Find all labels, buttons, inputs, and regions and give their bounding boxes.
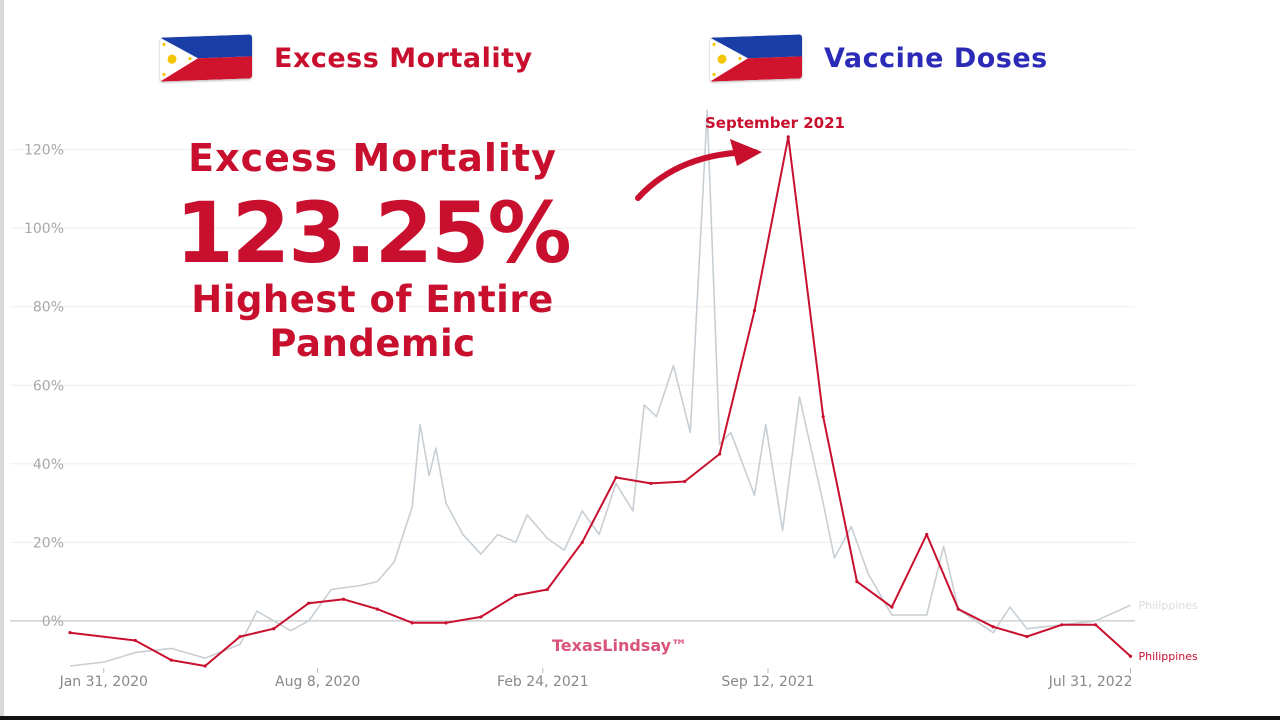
callout-arrowhead (730, 139, 762, 166)
data-point (1128, 654, 1133, 658)
data-point (1093, 623, 1098, 627)
x-tick-label: Jan 31, 2020 (59, 674, 148, 690)
callout-headline-value: 123.25% (175, 184, 571, 282)
data-point (1060, 623, 1064, 627)
x-tick-label: Sep 12, 2021 (721, 674, 814, 690)
series-end-labels: Philippines Philippines (1138, 599, 1198, 663)
callout-line-3: Highest of Entire (191, 278, 554, 321)
series-lines (68, 109, 1133, 668)
x-axis-ticks: Jan 31, 2020 Aug 8, 2020 Feb 24, 2021 Sep 1… (59, 668, 1133, 690)
data-point (514, 593, 518, 597)
data-point (890, 605, 894, 609)
x-tick-label: Jul 31, 2022 (1048, 674, 1133, 690)
data-point (614, 475, 618, 480)
y-tick-label: 80% (33, 300, 64, 316)
data-point (786, 135, 790, 139)
series-end-label: Philippines (1138, 599, 1198, 612)
y-tick-label: 40% (33, 457, 64, 473)
header-excess-mortality: Excess Mortality (160, 34, 533, 82)
grid-lines (10, 149, 1135, 622)
left-border (0, 0, 4, 720)
data-point (375, 607, 379, 611)
vaccine-doses-header-title: Vaccine Doses (824, 42, 1048, 74)
data-point (133, 638, 137, 643)
x-tick-label: Aug 8, 2020 (275, 674, 360, 690)
y-tick-label: 100% (24, 221, 64, 237)
data-point (821, 415, 825, 419)
data-point (545, 587, 549, 592)
y-tick-label: 120% (24, 143, 64, 159)
data-point (410, 621, 414, 625)
y-axis-ticks: 0% 20% 40% 60% 80% 100% 120% (24, 143, 64, 630)
data-point (169, 658, 173, 662)
data-point (272, 627, 276, 631)
data-point (479, 615, 483, 619)
september-2021-annotation: September 2021 (705, 114, 845, 132)
callout-line-1: Excess Mortality (188, 136, 557, 180)
data-point (925, 532, 929, 537)
callout-line-4: Pandemic (269, 322, 476, 365)
data-point (444, 621, 448, 625)
y-tick-label: 0% (42, 614, 64, 630)
data-point (683, 479, 687, 484)
data-point (1025, 634, 1029, 639)
x-tick-label: Feb 24, 2021 (497, 674, 589, 690)
data-point (203, 664, 207, 668)
excess-mortality-header-title: Excess Mortality (274, 42, 533, 74)
series-end-label: Philippines (1138, 650, 1198, 663)
bottom-border (0, 716, 1280, 720)
data-point (341, 597, 346, 601)
data-point (68, 631, 72, 635)
watermark: TexasLindsay™ (552, 636, 688, 655)
data-point (991, 625, 995, 629)
data-point (956, 607, 960, 611)
header-vaccine-doses: Vaccine Doses (710, 34, 1048, 82)
data-point (717, 452, 722, 456)
data-point (752, 309, 757, 313)
data-point (580, 540, 584, 544)
data-point (649, 481, 653, 486)
excess-mortality-callout: Excess Mortality 123.25% Highest of Enti… (100, 135, 645, 367)
data-point (307, 601, 311, 605)
y-tick-label: 20% (33, 535, 64, 551)
data-point (855, 580, 859, 584)
vaccine-doses-series-line (69, 109, 1131, 667)
philippines-flag-icon (710, 34, 802, 82)
data-point (238, 634, 242, 639)
philippines-flag-icon (160, 34, 252, 82)
y-tick-label: 60% (33, 378, 64, 394)
